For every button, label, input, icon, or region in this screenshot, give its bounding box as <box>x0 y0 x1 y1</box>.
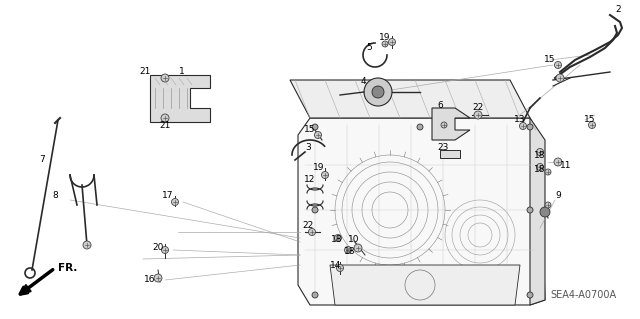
Text: 3: 3 <box>305 144 311 152</box>
Circle shape <box>527 292 533 298</box>
Circle shape <box>527 124 533 130</box>
Circle shape <box>372 86 384 98</box>
Circle shape <box>321 172 328 179</box>
Circle shape <box>308 228 316 235</box>
Circle shape <box>312 207 318 213</box>
Text: 22: 22 <box>472 103 484 113</box>
Circle shape <box>520 122 527 130</box>
Text: 11: 11 <box>560 160 572 169</box>
Text: 20: 20 <box>152 243 164 253</box>
Circle shape <box>312 124 318 130</box>
Text: 17: 17 <box>163 190 173 199</box>
Circle shape <box>527 207 533 213</box>
Polygon shape <box>150 75 210 122</box>
Text: SEA4-A0700A: SEA4-A0700A <box>550 290 616 300</box>
Circle shape <box>382 41 388 47</box>
Circle shape <box>161 247 168 254</box>
Circle shape <box>474 111 482 119</box>
Text: 5: 5 <box>366 43 372 53</box>
Circle shape <box>161 74 169 82</box>
Circle shape <box>441 122 447 128</box>
Text: 14: 14 <box>330 261 342 270</box>
Polygon shape <box>432 108 470 140</box>
Text: 7: 7 <box>39 155 45 165</box>
Text: 18: 18 <box>534 166 546 174</box>
Circle shape <box>556 74 564 82</box>
Text: 4: 4 <box>360 78 366 86</box>
Text: 1: 1 <box>179 68 185 77</box>
Circle shape <box>589 122 595 129</box>
Text: 21: 21 <box>159 121 171 130</box>
Circle shape <box>536 149 543 155</box>
Text: 16: 16 <box>144 276 156 285</box>
Circle shape <box>554 62 561 69</box>
Polygon shape <box>330 265 520 305</box>
Text: 18: 18 <box>344 248 356 256</box>
Polygon shape <box>530 118 545 305</box>
Text: 15: 15 <box>304 125 316 135</box>
Circle shape <box>312 292 318 298</box>
Text: 8: 8 <box>52 190 58 199</box>
Circle shape <box>335 234 342 241</box>
Circle shape <box>83 241 91 249</box>
Circle shape <box>172 198 179 205</box>
Circle shape <box>554 158 562 166</box>
Polygon shape <box>290 80 530 118</box>
Circle shape <box>154 274 162 282</box>
Text: 12: 12 <box>304 175 316 184</box>
Text: 22: 22 <box>302 221 314 231</box>
Circle shape <box>388 39 396 46</box>
Text: 13: 13 <box>515 115 525 124</box>
Circle shape <box>417 124 423 130</box>
Text: FR.: FR. <box>58 263 77 273</box>
Text: 2: 2 <box>615 5 621 14</box>
Circle shape <box>314 131 321 138</box>
Polygon shape <box>440 150 460 158</box>
Text: 19: 19 <box>380 33 391 42</box>
Text: 15: 15 <box>544 56 556 64</box>
Circle shape <box>545 202 551 208</box>
Text: 23: 23 <box>437 144 449 152</box>
Circle shape <box>161 114 169 122</box>
Circle shape <box>536 164 543 170</box>
Circle shape <box>545 169 551 175</box>
Text: 10: 10 <box>348 235 360 244</box>
Text: 9: 9 <box>555 191 561 201</box>
Circle shape <box>337 264 344 271</box>
Circle shape <box>344 247 351 254</box>
Text: 19: 19 <box>313 164 324 173</box>
Text: 18: 18 <box>534 151 546 160</box>
Text: 18: 18 <box>332 235 343 244</box>
Text: 15: 15 <box>584 115 596 124</box>
Text: 21: 21 <box>140 68 150 77</box>
Circle shape <box>540 207 550 217</box>
Circle shape <box>354 244 362 252</box>
Polygon shape <box>298 118 545 305</box>
Circle shape <box>364 78 392 106</box>
Text: 6: 6 <box>437 100 443 109</box>
